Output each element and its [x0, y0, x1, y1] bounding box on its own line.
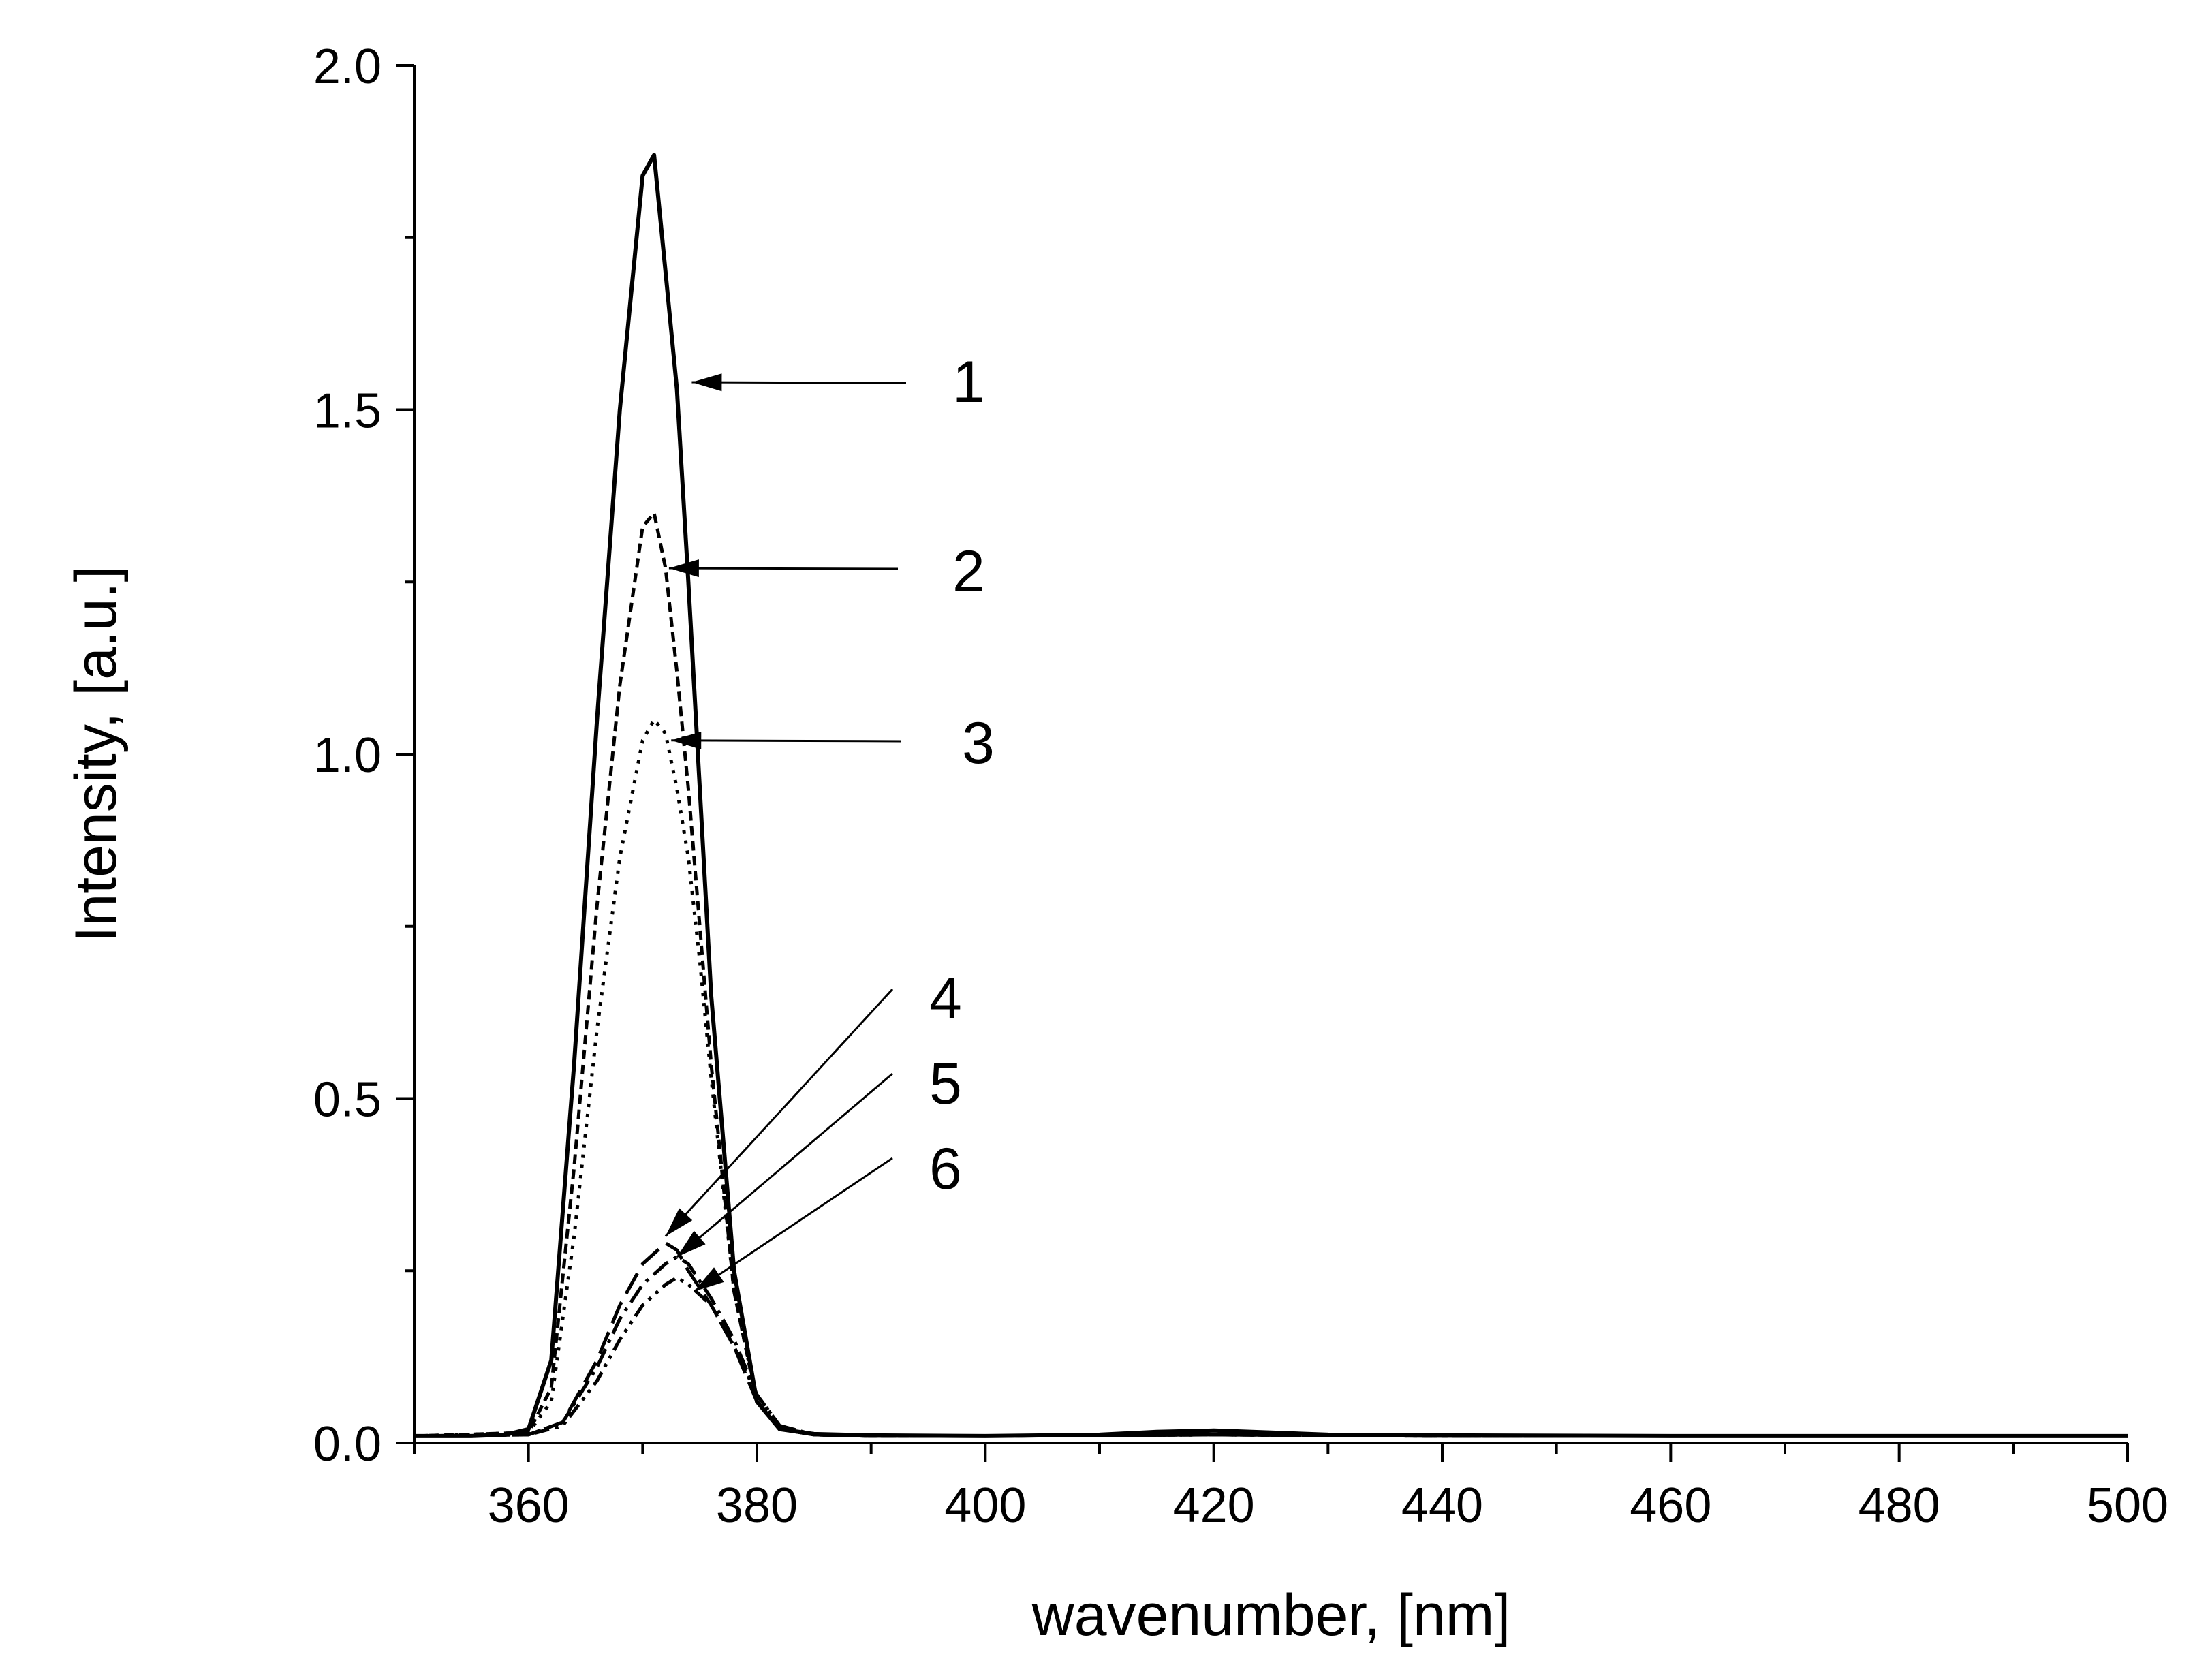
callout-leader-line [691, 381, 907, 384]
callout-arrowhead [668, 559, 699, 578]
callout-arrowhead [694, 1267, 724, 1292]
series-5-line [414, 1255, 2128, 1438]
callout-leader-line [668, 567, 899, 570]
callout-leader-line [676, 1072, 893, 1258]
series-3-line [414, 718, 2128, 1438]
plot-lines [414, 153, 2128, 1438]
y-ticks: 0.0 0.5 1.0 1.5 2.0 [313, 40, 414, 1472]
callout-label: 4 [929, 966, 962, 1031]
callout-label: 1 [952, 349, 985, 415]
callout-arrowhead [671, 731, 702, 749]
callout-leader-line [664, 988, 894, 1237]
series-2-line [414, 511, 2128, 1438]
x-ticks: 360 380 400 420 440 460 480 500 [413, 1443, 2168, 1533]
callout-2: 2 [668, 539, 985, 604]
x-tick-label: 400 [944, 1478, 1026, 1533]
series-6-line [414, 1275, 2128, 1438]
callout-arrowhead [676, 1230, 706, 1258]
x-tick-label: 420 [1173, 1478, 1255, 1533]
callout-arrowhead [665, 1208, 693, 1236]
callout-label: 3 [962, 711, 995, 776]
x-tick-label: 480 [1858, 1478, 1940, 1533]
callout-leader-line [693, 1157, 893, 1292]
callout-6: 6 [693, 1136, 962, 1292]
y-tick-label: 0.0 [313, 1417, 382, 1472]
callout-5: 5 [676, 1051, 962, 1258]
callout-1: 1 [691, 349, 985, 415]
x-tick-label: 460 [1630, 1478, 1711, 1533]
callouts: 1 2 3 4 5 6 [664, 349, 995, 1292]
series-4-line [414, 1241, 2128, 1438]
callout-label: 5 [929, 1051, 962, 1117]
callout-label: 6 [929, 1136, 962, 1202]
callout-label: 2 [952, 539, 985, 604]
callout-3: 3 [671, 711, 995, 776]
y-tick-label: 1.5 [313, 384, 382, 439]
axes: 360 380 400 420 440 460 480 500 0.0 0.5 1.0 1.5 2.0… [63, 40, 2168, 1648]
x-axis-title: wavenumber, [nm] [1031, 1583, 1511, 1648]
y-tick-label: 1.0 [313, 728, 382, 783]
y-tick-label: 2.0 [313, 40, 382, 94]
callout-arrowhead [691, 373, 722, 392]
x-tick-label: 360 [488, 1478, 570, 1533]
y-tick-label: 0.5 [313, 1073, 382, 1127]
y-axis-title: Intensity, [a.u.] [63, 566, 129, 943]
x-tick-label: 380 [716, 1478, 798, 1533]
callout-4: 4 [664, 966, 962, 1237]
x-tick-label: 500 [2087, 1478, 2168, 1533]
x-tick-label: 440 [1401, 1478, 1483, 1533]
series-1-line [414, 153, 2128, 1438]
